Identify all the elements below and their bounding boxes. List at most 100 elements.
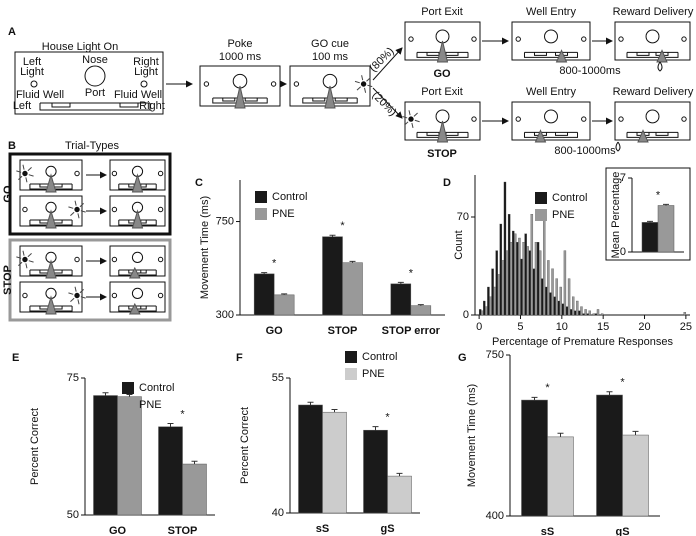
rat bbox=[436, 40, 449, 63]
x-axis-label: Percentage of Premature Responses bbox=[492, 336, 673, 348]
histogram-bar bbox=[555, 278, 558, 316]
significance: * bbox=[180, 408, 185, 420]
line bbox=[74, 286, 77, 292]
line bbox=[413, 112, 418, 117]
error-bar bbox=[261, 272, 268, 274]
histogram-bar bbox=[530, 214, 534, 316]
bar bbox=[641, 222, 659, 253]
histogram-bar bbox=[538, 250, 542, 316]
light bbox=[74, 256, 80, 263]
histogram-bar bbox=[493, 286, 496, 316]
light bbox=[293, 81, 300, 87]
bar bbox=[322, 236, 343, 316]
line bbox=[361, 75, 364, 81]
line bbox=[25, 177, 28, 183]
y-tick-label: 75 bbox=[67, 372, 79, 384]
nose-port bbox=[645, 109, 660, 124]
bar bbox=[158, 426, 183, 516]
light bbox=[22, 292, 28, 299]
histogram-bar bbox=[594, 313, 598, 316]
line bbox=[22, 250, 25, 256]
histogram-bar bbox=[545, 286, 548, 316]
light bbox=[681, 116, 687, 122]
line bbox=[27, 167, 32, 172]
x-tick-label: GO bbox=[109, 525, 127, 536]
light bbox=[471, 36, 477, 42]
bar bbox=[342, 262, 363, 316]
y-tick-label: 50 bbox=[67, 509, 79, 521]
label: 1000 ms bbox=[219, 51, 262, 63]
rat bbox=[131, 173, 144, 193]
histogram-bar bbox=[547, 260, 550, 316]
x-tick-label: 5 bbox=[517, 321, 523, 333]
significance: * bbox=[385, 412, 390, 424]
bar bbox=[363, 429, 388, 514]
legend-label: Control bbox=[552, 192, 587, 204]
label: Port Exit bbox=[421, 86, 463, 98]
x-tick-label: 15 bbox=[597, 321, 609, 333]
legend-swatch bbox=[535, 209, 547, 221]
label: Well Entry bbox=[526, 86, 576, 98]
histogram-bar bbox=[503, 181, 507, 316]
error-bar bbox=[349, 260, 356, 263]
y-tick-label: 55 bbox=[272, 372, 284, 384]
line bbox=[356, 86, 362, 91]
line bbox=[414, 119, 420, 123]
label: Nose bbox=[82, 54, 108, 66]
histogram-bar bbox=[524, 233, 527, 316]
histogram-bar bbox=[526, 246, 529, 316]
line bbox=[366, 77, 371, 82]
x-tick-label: STOP error bbox=[382, 325, 441, 337]
label: Right bbox=[139, 100, 165, 112]
nose-port bbox=[131, 287, 144, 299]
label: Light bbox=[20, 66, 44, 78]
error-bar bbox=[167, 422, 174, 427]
y-tick-label: 7 bbox=[620, 172, 626, 184]
label: 800-1000ms bbox=[554, 145, 616, 157]
y-tick-label: 0 bbox=[463, 309, 469, 321]
label: 100 ms bbox=[312, 51, 349, 63]
histogram-bar bbox=[592, 313, 596, 316]
rat bbox=[324, 85, 336, 109]
histogram-bar bbox=[541, 278, 544, 316]
legend-swatch bbox=[345, 368, 357, 380]
histogram-bar bbox=[596, 309, 600, 316]
light bbox=[111, 292, 118, 299]
panel-letter: E bbox=[12, 352, 19, 364]
histogram-bar bbox=[481, 310, 484, 316]
bar bbox=[322, 411, 347, 514]
legend-label: PNE bbox=[139, 399, 162, 411]
rat bbox=[656, 49, 668, 63]
histogram-bar bbox=[549, 292, 552, 316]
label: 800-1000ms bbox=[559, 65, 621, 77]
light bbox=[408, 36, 414, 42]
histogram-bar bbox=[551, 268, 554, 316]
nose-port bbox=[645, 29, 660, 44]
bar bbox=[596, 394, 623, 517]
histogram-bar bbox=[520, 258, 523, 316]
line bbox=[77, 299, 80, 305]
histogram-bar bbox=[600, 313, 604, 316]
histogram-bar bbox=[586, 313, 589, 316]
histogram-bar bbox=[683, 312, 687, 316]
histogram-bar bbox=[588, 310, 591, 316]
light bbox=[111, 170, 118, 177]
x-tick-label: sS bbox=[316, 523, 329, 535]
histogram-bar bbox=[569, 309, 573, 316]
x-tick-label: GO bbox=[266, 325, 284, 337]
rat bbox=[128, 302, 141, 315]
panel-letter: A bbox=[8, 26, 16, 38]
rat bbox=[131, 209, 144, 229]
histogram-bar bbox=[491, 268, 494, 316]
bar bbox=[182, 463, 207, 516]
y-axis-label: Movement Time (ms) bbox=[199, 196, 211, 299]
label: Left bbox=[13, 100, 31, 112]
label: House Light On bbox=[42, 41, 118, 53]
legend-label: PNE bbox=[362, 368, 385, 380]
error-bar bbox=[191, 460, 198, 465]
x-tick-label: 25 bbox=[680, 321, 692, 333]
light bbox=[22, 170, 28, 177]
drop bbox=[657, 61, 663, 72]
light bbox=[360, 81, 367, 87]
panel-letter: C bbox=[195, 177, 203, 189]
